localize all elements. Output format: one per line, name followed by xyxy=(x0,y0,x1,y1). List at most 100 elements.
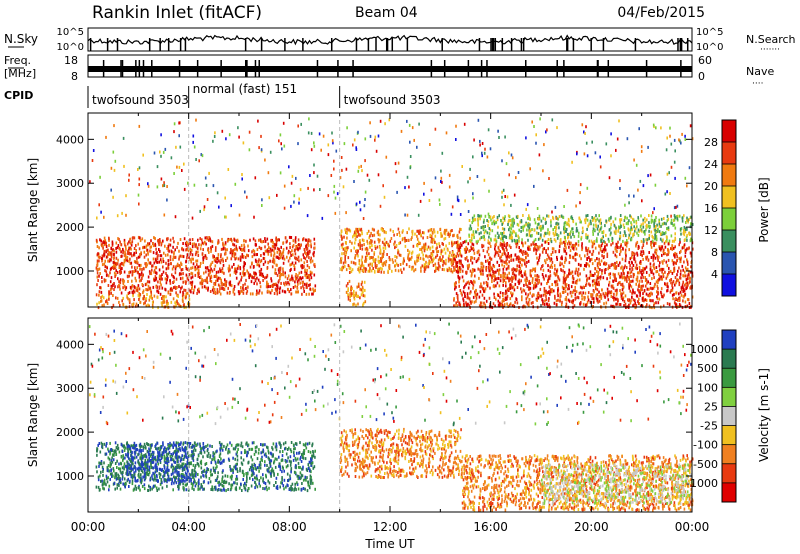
data-cell xyxy=(156,277,158,280)
data-cell xyxy=(448,255,450,258)
data-cell xyxy=(222,260,224,263)
data-cell xyxy=(143,267,145,270)
data-cell xyxy=(489,257,491,260)
data-cell xyxy=(159,250,161,253)
data-cell xyxy=(479,268,481,271)
data-cell xyxy=(628,237,630,240)
data-cell xyxy=(595,285,597,288)
data-cell xyxy=(522,214,524,217)
data-cell xyxy=(231,266,233,269)
data-cell xyxy=(245,287,247,290)
data-cell xyxy=(510,297,512,300)
data-cell xyxy=(563,265,565,268)
data-cell xyxy=(551,283,553,286)
data-cell xyxy=(293,239,295,242)
data-cell xyxy=(127,256,129,259)
data-cell xyxy=(398,269,400,272)
data-cell xyxy=(516,215,518,218)
data-cell xyxy=(502,298,504,301)
data-cell xyxy=(346,251,348,254)
data-cell xyxy=(125,288,127,291)
data-cell xyxy=(401,271,403,274)
data-cell xyxy=(647,288,649,291)
data-cell xyxy=(660,225,662,228)
data-cell xyxy=(173,265,175,268)
data-cell xyxy=(580,238,582,241)
data-cell xyxy=(564,224,566,227)
data-cell xyxy=(668,271,670,274)
data-cell xyxy=(286,283,288,286)
data-cell xyxy=(259,273,261,276)
data-cell xyxy=(150,287,152,290)
data-cell xyxy=(258,279,260,282)
data-cell xyxy=(417,254,419,257)
data-cell xyxy=(451,261,453,264)
data-cell xyxy=(546,258,548,261)
data-cell xyxy=(350,287,352,290)
data-cell xyxy=(572,275,574,278)
data-cell xyxy=(622,248,624,251)
data-cell xyxy=(361,228,363,231)
data-cell xyxy=(591,294,593,297)
data-cell xyxy=(103,253,105,256)
data-cell xyxy=(103,296,105,299)
data-cell xyxy=(163,260,165,263)
data-cell xyxy=(104,237,106,240)
cpid-segment-label: twofsound 3503 xyxy=(344,93,441,107)
data-cell xyxy=(303,256,305,259)
data-cell xyxy=(295,273,297,276)
data-cell xyxy=(194,285,196,288)
data-cell xyxy=(365,256,367,259)
data-cell xyxy=(601,254,603,257)
data-cell xyxy=(460,237,462,240)
data-cell xyxy=(218,270,220,273)
data-cell xyxy=(506,236,508,239)
data-cell xyxy=(659,247,661,250)
data-cell xyxy=(646,293,648,296)
data-cell xyxy=(261,198,263,201)
data-cell xyxy=(412,230,414,233)
data-cell xyxy=(469,168,471,171)
data-cell xyxy=(371,244,373,247)
data-cell xyxy=(344,255,346,258)
data-cell xyxy=(443,238,445,241)
data-cell xyxy=(662,231,664,234)
data-cell xyxy=(364,260,366,263)
data-cell xyxy=(545,232,547,235)
data-cell xyxy=(633,159,635,162)
data-cell xyxy=(536,232,538,235)
data-cell xyxy=(274,261,276,264)
data-cell xyxy=(664,271,666,274)
data-cell xyxy=(242,284,244,287)
freq-label-line1: Freq. xyxy=(4,54,31,67)
data-cell xyxy=(548,242,550,245)
data-cell xyxy=(518,273,520,276)
data-cell xyxy=(493,215,495,218)
data-cell xyxy=(582,291,584,294)
data-cell xyxy=(249,274,251,277)
data-cell xyxy=(597,288,599,291)
data-cell xyxy=(468,242,470,245)
data-cell xyxy=(515,283,517,286)
data-cell xyxy=(690,287,692,290)
data-cell xyxy=(419,248,421,251)
data-cell xyxy=(361,259,363,262)
data-cell xyxy=(469,219,471,222)
data-cell xyxy=(498,264,500,267)
data-cell xyxy=(568,223,570,226)
data-cell xyxy=(409,257,411,260)
data-cell xyxy=(488,247,490,250)
data-cell xyxy=(111,255,113,258)
data-cell xyxy=(613,220,615,223)
data-cell xyxy=(611,291,613,294)
data-cell xyxy=(509,234,511,237)
data-cell xyxy=(349,299,351,302)
data-cell xyxy=(656,249,658,252)
data-cell xyxy=(163,271,165,274)
data-cell xyxy=(221,238,223,241)
data-cell xyxy=(551,266,553,269)
data-cell xyxy=(244,191,246,194)
data-cell xyxy=(557,283,559,286)
data-cell xyxy=(344,228,346,231)
data-cell xyxy=(621,218,623,221)
